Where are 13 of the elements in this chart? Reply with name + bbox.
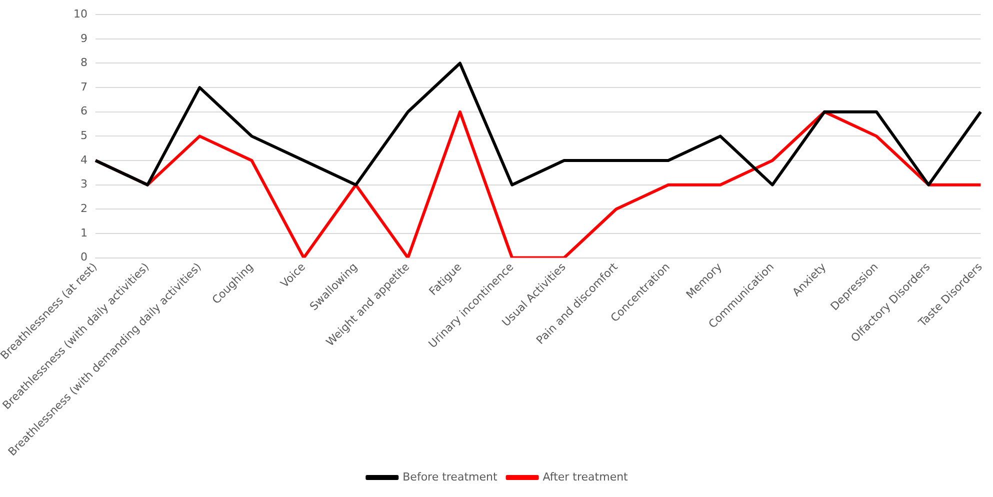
y-tick-label: 3 xyxy=(80,178,88,191)
y-tick-label: 10 xyxy=(74,7,88,20)
y-tick-label: 4 xyxy=(80,153,88,166)
y-tick-label: 2 xyxy=(80,202,88,216)
y-tick-label: 7 xyxy=(80,80,88,94)
y-tick-label: 9 xyxy=(80,32,88,45)
y-tick-label: 0 xyxy=(80,250,88,264)
y-tick-label: 5 xyxy=(80,129,88,142)
legend-label: After treatment xyxy=(542,470,629,484)
y-tick-label: 6 xyxy=(80,104,88,118)
y-tick-label: 1 xyxy=(80,226,88,240)
y-tick-label: 8 xyxy=(80,56,88,70)
legend-label: Before treatment xyxy=(402,470,498,484)
